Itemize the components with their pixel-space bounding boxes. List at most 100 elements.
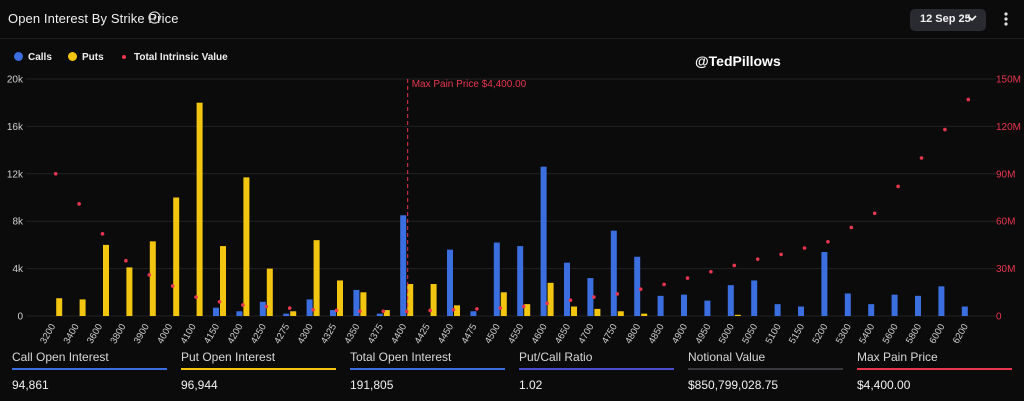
x-axis-tick-label: 4800 xyxy=(623,322,643,346)
date-selector-label: 12 Sep 25 xyxy=(920,13,971,25)
bar-puts-4000 xyxy=(173,197,180,316)
bar-calls-4250 xyxy=(259,301,266,316)
open-interest-chart: 0 4k 8k 12k 16k 20k 0 30M 60M 90M 120M 150M 3200 34… xyxy=(7,75,1021,346)
left-axis-tick-label: 12k xyxy=(7,169,24,180)
kebab-menu-icon[interactable] xyxy=(1000,11,1012,27)
point-intrinsic-4100 xyxy=(194,295,198,299)
info-icon[interactable] xyxy=(148,11,161,24)
bar-puts-4275 xyxy=(290,311,297,316)
legend-item-calls[interactable]: Calls xyxy=(14,52,52,63)
x-axis-tick-label: 5050 xyxy=(740,322,760,346)
stat-label: Call Open Interest xyxy=(12,350,109,364)
point-intrinsic-5100 xyxy=(779,252,783,257)
bar-calls-4650 xyxy=(564,262,570,316)
x-axis-tick-label: 4275 xyxy=(272,322,292,346)
stat-value: $4,400.00 xyxy=(857,378,911,392)
x-axis-tick-label: 4100 xyxy=(179,322,199,346)
stat-underline xyxy=(12,368,167,370)
x-axis-tick-label: 4500 xyxy=(483,322,503,346)
right-axis-tick-label: 60M xyxy=(996,217,1015,228)
right-axis-tick-label: 150M xyxy=(996,75,1021,86)
right-axis-tick-label: 90M xyxy=(996,169,1015,180)
bar-puts-4375 xyxy=(383,310,390,316)
point-intrinsic-4350 xyxy=(358,309,362,314)
bar-puts-4250 xyxy=(266,268,273,316)
right-axis-tick-label: 120M xyxy=(996,122,1021,133)
bar-calls-4450 xyxy=(447,249,453,316)
legend-item-intrinsic[interactable]: Total Intrinsic Value xyxy=(120,52,228,63)
bar-calls-5000 xyxy=(727,285,734,316)
bar-calls-6000 xyxy=(938,286,945,316)
x-axis-tick-label: 4950 xyxy=(693,322,713,346)
left-axis-tick-label: 20k xyxy=(7,75,24,86)
stat-label: Total Open Interest xyxy=(350,350,452,364)
legend-swatch-intrinsic xyxy=(122,55,126,59)
point-intrinsic-4750 xyxy=(615,292,620,296)
bar-puts-4750 xyxy=(617,311,624,316)
right-axis-tick-label: 0 xyxy=(996,312,1002,323)
bar-puts-4600 xyxy=(547,282,554,316)
x-axis-tick-label: 4325 xyxy=(319,322,339,346)
point-intrinsic-5000 xyxy=(732,263,737,268)
left-axis-tick-label: 8k xyxy=(12,217,24,228)
bar-calls-5050 xyxy=(751,280,758,316)
left-axis-ticks: 0 4k 8k 12k 16k 20k xyxy=(7,75,24,323)
stat-value: 94,861 xyxy=(12,378,49,392)
chevron-down-icon xyxy=(967,15,977,22)
stat-total-oi: Total Open Interest 191,805 xyxy=(350,350,510,392)
point-intrinsic-4325 xyxy=(334,308,339,313)
x-axis-tick-label: 4150 xyxy=(202,322,222,346)
point-intrinsic-4950 xyxy=(709,269,713,274)
stat-value: $850,799,028.75 xyxy=(688,378,779,392)
bar-puts-4100 xyxy=(196,102,203,316)
point-intrinsic-4900 xyxy=(685,276,690,280)
point-intrinsic-4650 xyxy=(568,298,573,303)
x-axis-ticks: 3200 3400 3600 3800 3900 4000 4100 4150 4200 4250… xyxy=(38,322,971,346)
stat-value: 191,805 xyxy=(350,378,394,392)
bar-calls-4750 xyxy=(610,230,617,316)
stat-label: Max Pain Price xyxy=(857,350,938,364)
point-intrinsic-3400 xyxy=(77,202,81,206)
point-intrinsic-4150 xyxy=(217,299,222,304)
bar-puts-4425 xyxy=(430,284,437,316)
legend-swatch-calls xyxy=(14,52,23,61)
point-intrinsic-4425 xyxy=(428,308,432,313)
point-intrinsic-5400 xyxy=(872,211,877,216)
x-axis-tick-label: 5000 xyxy=(717,322,737,346)
bar-calls-5600 xyxy=(891,294,898,316)
x-axis-tick-label: 4000 xyxy=(155,322,175,346)
date-selector[interactable]: 12 Sep 25 xyxy=(910,9,986,31)
bar-puts-4650 xyxy=(571,306,577,316)
legend-item-puts[interactable]: Puts xyxy=(68,52,104,63)
bar-puts-4150 xyxy=(220,246,226,316)
bar-calls-5150 xyxy=(798,306,804,316)
stat-put-call-ratio: Put/Call Ratio 1.02 xyxy=(519,350,679,392)
bar-calls-4600 xyxy=(540,166,547,316)
x-axis-tick-label: 4250 xyxy=(249,322,269,346)
x-axis-tick-label: 6000 xyxy=(927,322,947,346)
intrinsic-series xyxy=(53,97,971,314)
bar-puts-4200 xyxy=(243,177,250,316)
bar-puts-4800 xyxy=(641,313,648,316)
stat-max-pain: Max Pain Price $4,400.00 xyxy=(857,350,1017,392)
bar-calls-4850 xyxy=(657,295,664,316)
x-axis-tick-label: 5400 xyxy=(857,322,877,346)
x-axis-tick-label: 5600 xyxy=(881,322,901,346)
stat-underline xyxy=(688,368,843,370)
point-intrinsic-3800 xyxy=(124,258,128,263)
bar-puts-3200 xyxy=(56,298,63,316)
bar-calls-4800 xyxy=(634,256,641,316)
bar-calls-4200 xyxy=(236,311,243,316)
point-intrinsic-4200 xyxy=(241,303,245,307)
stat-label: Notional Value xyxy=(688,350,766,364)
bar-puts-4400 xyxy=(407,284,414,316)
bar-puts-4450 xyxy=(454,305,460,316)
stat-underline xyxy=(519,368,674,370)
point-intrinsic-6000 xyxy=(943,127,947,132)
stat-underline xyxy=(857,368,1012,370)
x-axis-tick-label: 3200 xyxy=(38,322,58,346)
legend-label-intrinsic: Total Intrinsic Value xyxy=(134,52,228,63)
legend-label-puts: Puts xyxy=(82,52,104,63)
bar-calls-5800 xyxy=(915,295,921,316)
bar-puts-3800 xyxy=(126,267,133,316)
